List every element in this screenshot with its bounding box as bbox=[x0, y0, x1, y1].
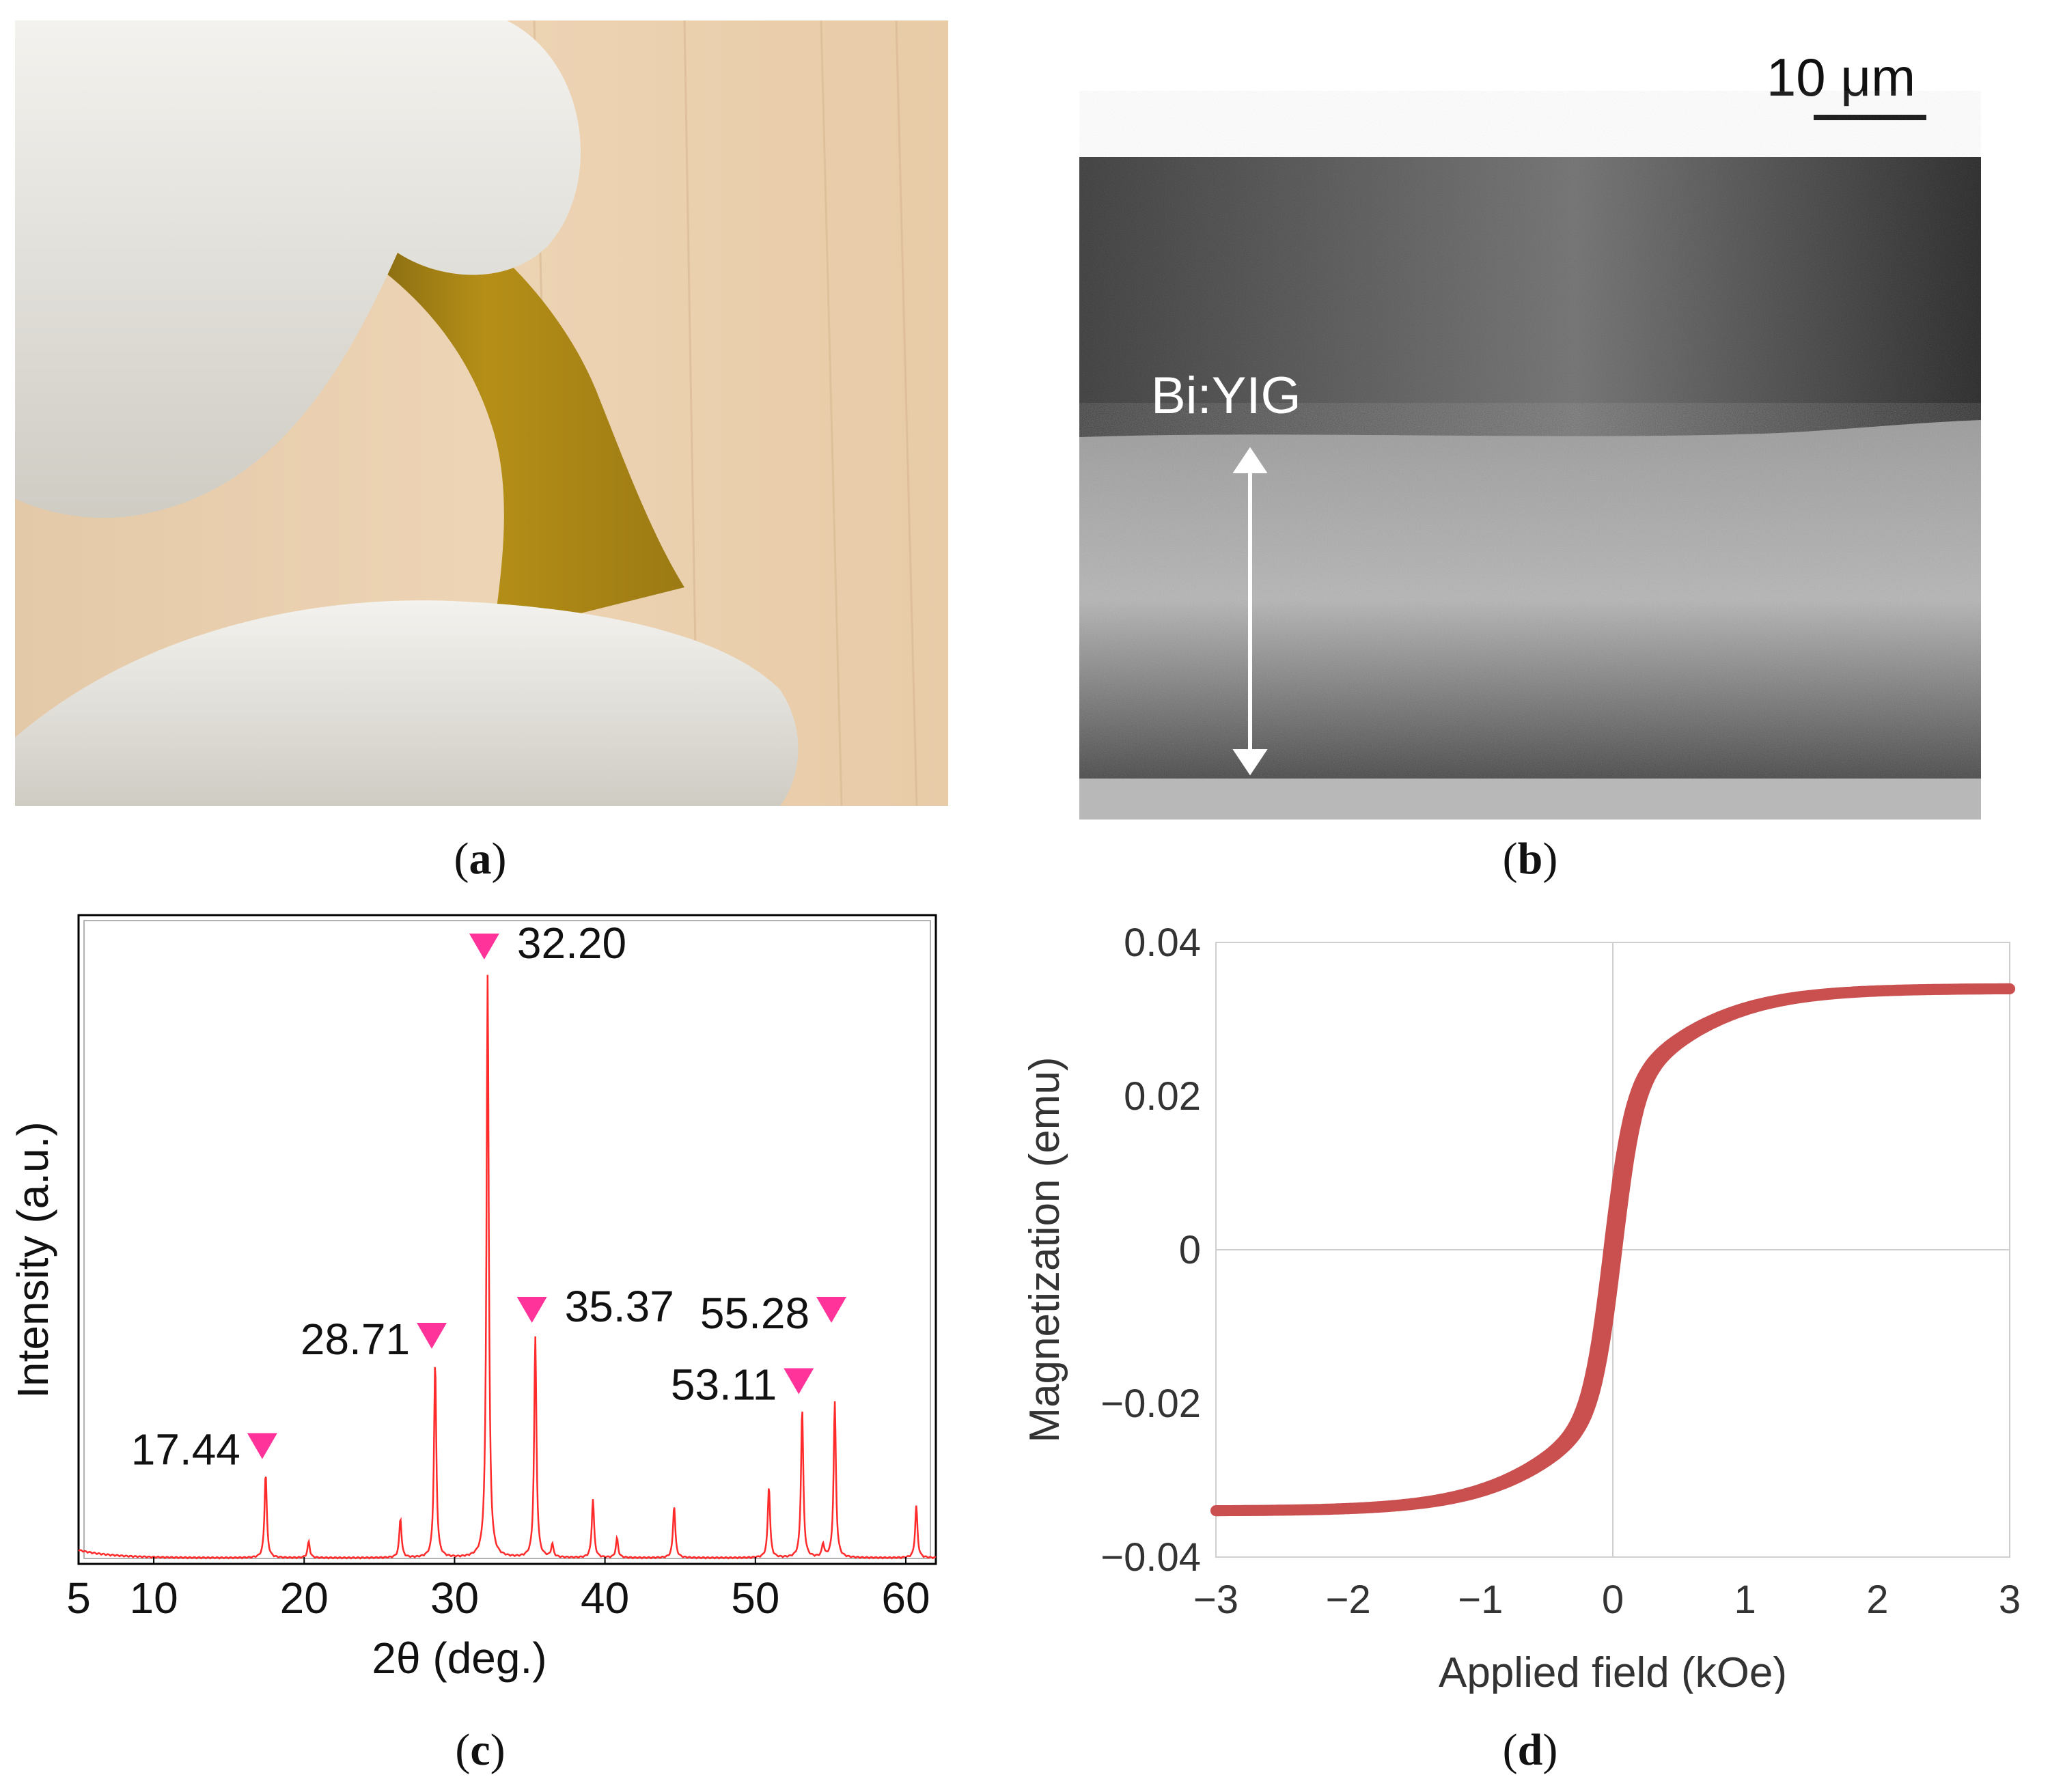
substrate bbox=[1079, 779, 1981, 820]
peak-marker bbox=[417, 1323, 447, 1349]
panel-b-sem: 10 μm Bi:YIG bbox=[1079, 41, 1981, 820]
panel-d-hysteresis: −3 −2 −1 0 1 2 3 −0.04 −0.02 0 0.02 0.04 Applied fie… bbox=[991, 888, 2050, 1696]
peak-marker bbox=[816, 1297, 847, 1323]
x-tick-label: 10 bbox=[129, 1573, 178, 1623]
y-axis-label: Intensity (a.u.) bbox=[8, 1121, 57, 1399]
peak-label: 17.44 bbox=[131, 1425, 240, 1474]
x-tick-label: 1 bbox=[1734, 1578, 1756, 1622]
x-tick-label: −1 bbox=[1458, 1578, 1503, 1622]
scale-bar-label: 10 μm bbox=[1767, 47, 1915, 107]
peak-label: 55.28 bbox=[700, 1289, 809, 1338]
x-tick-label: 60 bbox=[881, 1573, 930, 1623]
panel-a-photo bbox=[15, 20, 948, 807]
x-axis-label: 2θ (deg.) bbox=[372, 1634, 546, 1683]
peak-marker bbox=[784, 1368, 814, 1395]
peak-marker bbox=[516, 1297, 547, 1323]
peak-label: 53.11 bbox=[671, 1360, 777, 1410]
x-tick-label: 50 bbox=[731, 1573, 779, 1623]
scale-bar: 10 μm bbox=[1767, 47, 1926, 120]
xrd-series-line bbox=[78, 975, 937, 1560]
caption-c: (c) bbox=[455, 1725, 505, 1775]
thickness-arrow bbox=[1232, 447, 1268, 776]
x-tick-label: 20 bbox=[280, 1573, 329, 1623]
y-tick-label: 0.04 bbox=[1124, 921, 1201, 965]
x-tick-label: 40 bbox=[581, 1573, 629, 1623]
caption-d: (d) bbox=[1502, 1725, 1558, 1775]
y-tick-label: −0.04 bbox=[1100, 1535, 1201, 1580]
y-tick-label: 0.02 bbox=[1124, 1074, 1201, 1119]
xrd-chart: 5 10 20 30 40 50 60 2θ (deg.) Intensity (a.u.) 17… bbox=[8, 914, 937, 1683]
peak-marker bbox=[469, 934, 499, 960]
y-axis-label: Magnetization (emu) bbox=[1021, 1056, 1068, 1442]
x-tick-label: 5 bbox=[66, 1573, 91, 1623]
x-tick-label: 0 bbox=[1602, 1578, 1624, 1622]
bi-yig-film bbox=[377, 184, 684, 635]
x-tick-label: −3 bbox=[1193, 1578, 1238, 1622]
glove-top bbox=[15, 20, 581, 518]
flexible-film-photo bbox=[15, 20, 948, 807]
plot-inner-frame bbox=[83, 920, 931, 1559]
y-tick-label: −0.02 bbox=[1100, 1382, 1201, 1426]
layer-label: Bi:YIG bbox=[1151, 367, 1301, 425]
caption-b: (b) bbox=[1502, 834, 1558, 884]
hysteresis-descending-branch bbox=[1210, 983, 2015, 1517]
peak-label: 32.20 bbox=[517, 919, 626, 968]
sem-image: 10 μm Bi:YIG bbox=[1079, 47, 1981, 820]
x-tick-label: −2 bbox=[1326, 1578, 1371, 1622]
peak-label: 28.71 bbox=[301, 1315, 410, 1364]
peak-label: 35.37 bbox=[565, 1282, 674, 1331]
glove-bottom bbox=[15, 600, 799, 806]
x-tick-label: 2 bbox=[1866, 1578, 1888, 1622]
panel-c-xrd: 5 10 20 30 40 50 60 2θ (deg.) Intensity (a.u.) 17… bbox=[0, 888, 956, 1694]
peak-marker bbox=[247, 1433, 277, 1459]
x-tick-label: 30 bbox=[430, 1573, 479, 1623]
plot-frame bbox=[77, 914, 937, 1565]
hysteresis-chart: −3 −2 −1 0 1 2 3 −0.04 −0.02 0 0.02 0.04 Applied fie… bbox=[1021, 921, 2021, 1696]
x-tick-label: 3 bbox=[1999, 1578, 2021, 1622]
x-axis-label: Applied field (kOe) bbox=[1439, 1649, 1787, 1694]
caption-a: (a) bbox=[454, 834, 507, 884]
y-tick-label: 0 bbox=[1179, 1228, 1201, 1272]
